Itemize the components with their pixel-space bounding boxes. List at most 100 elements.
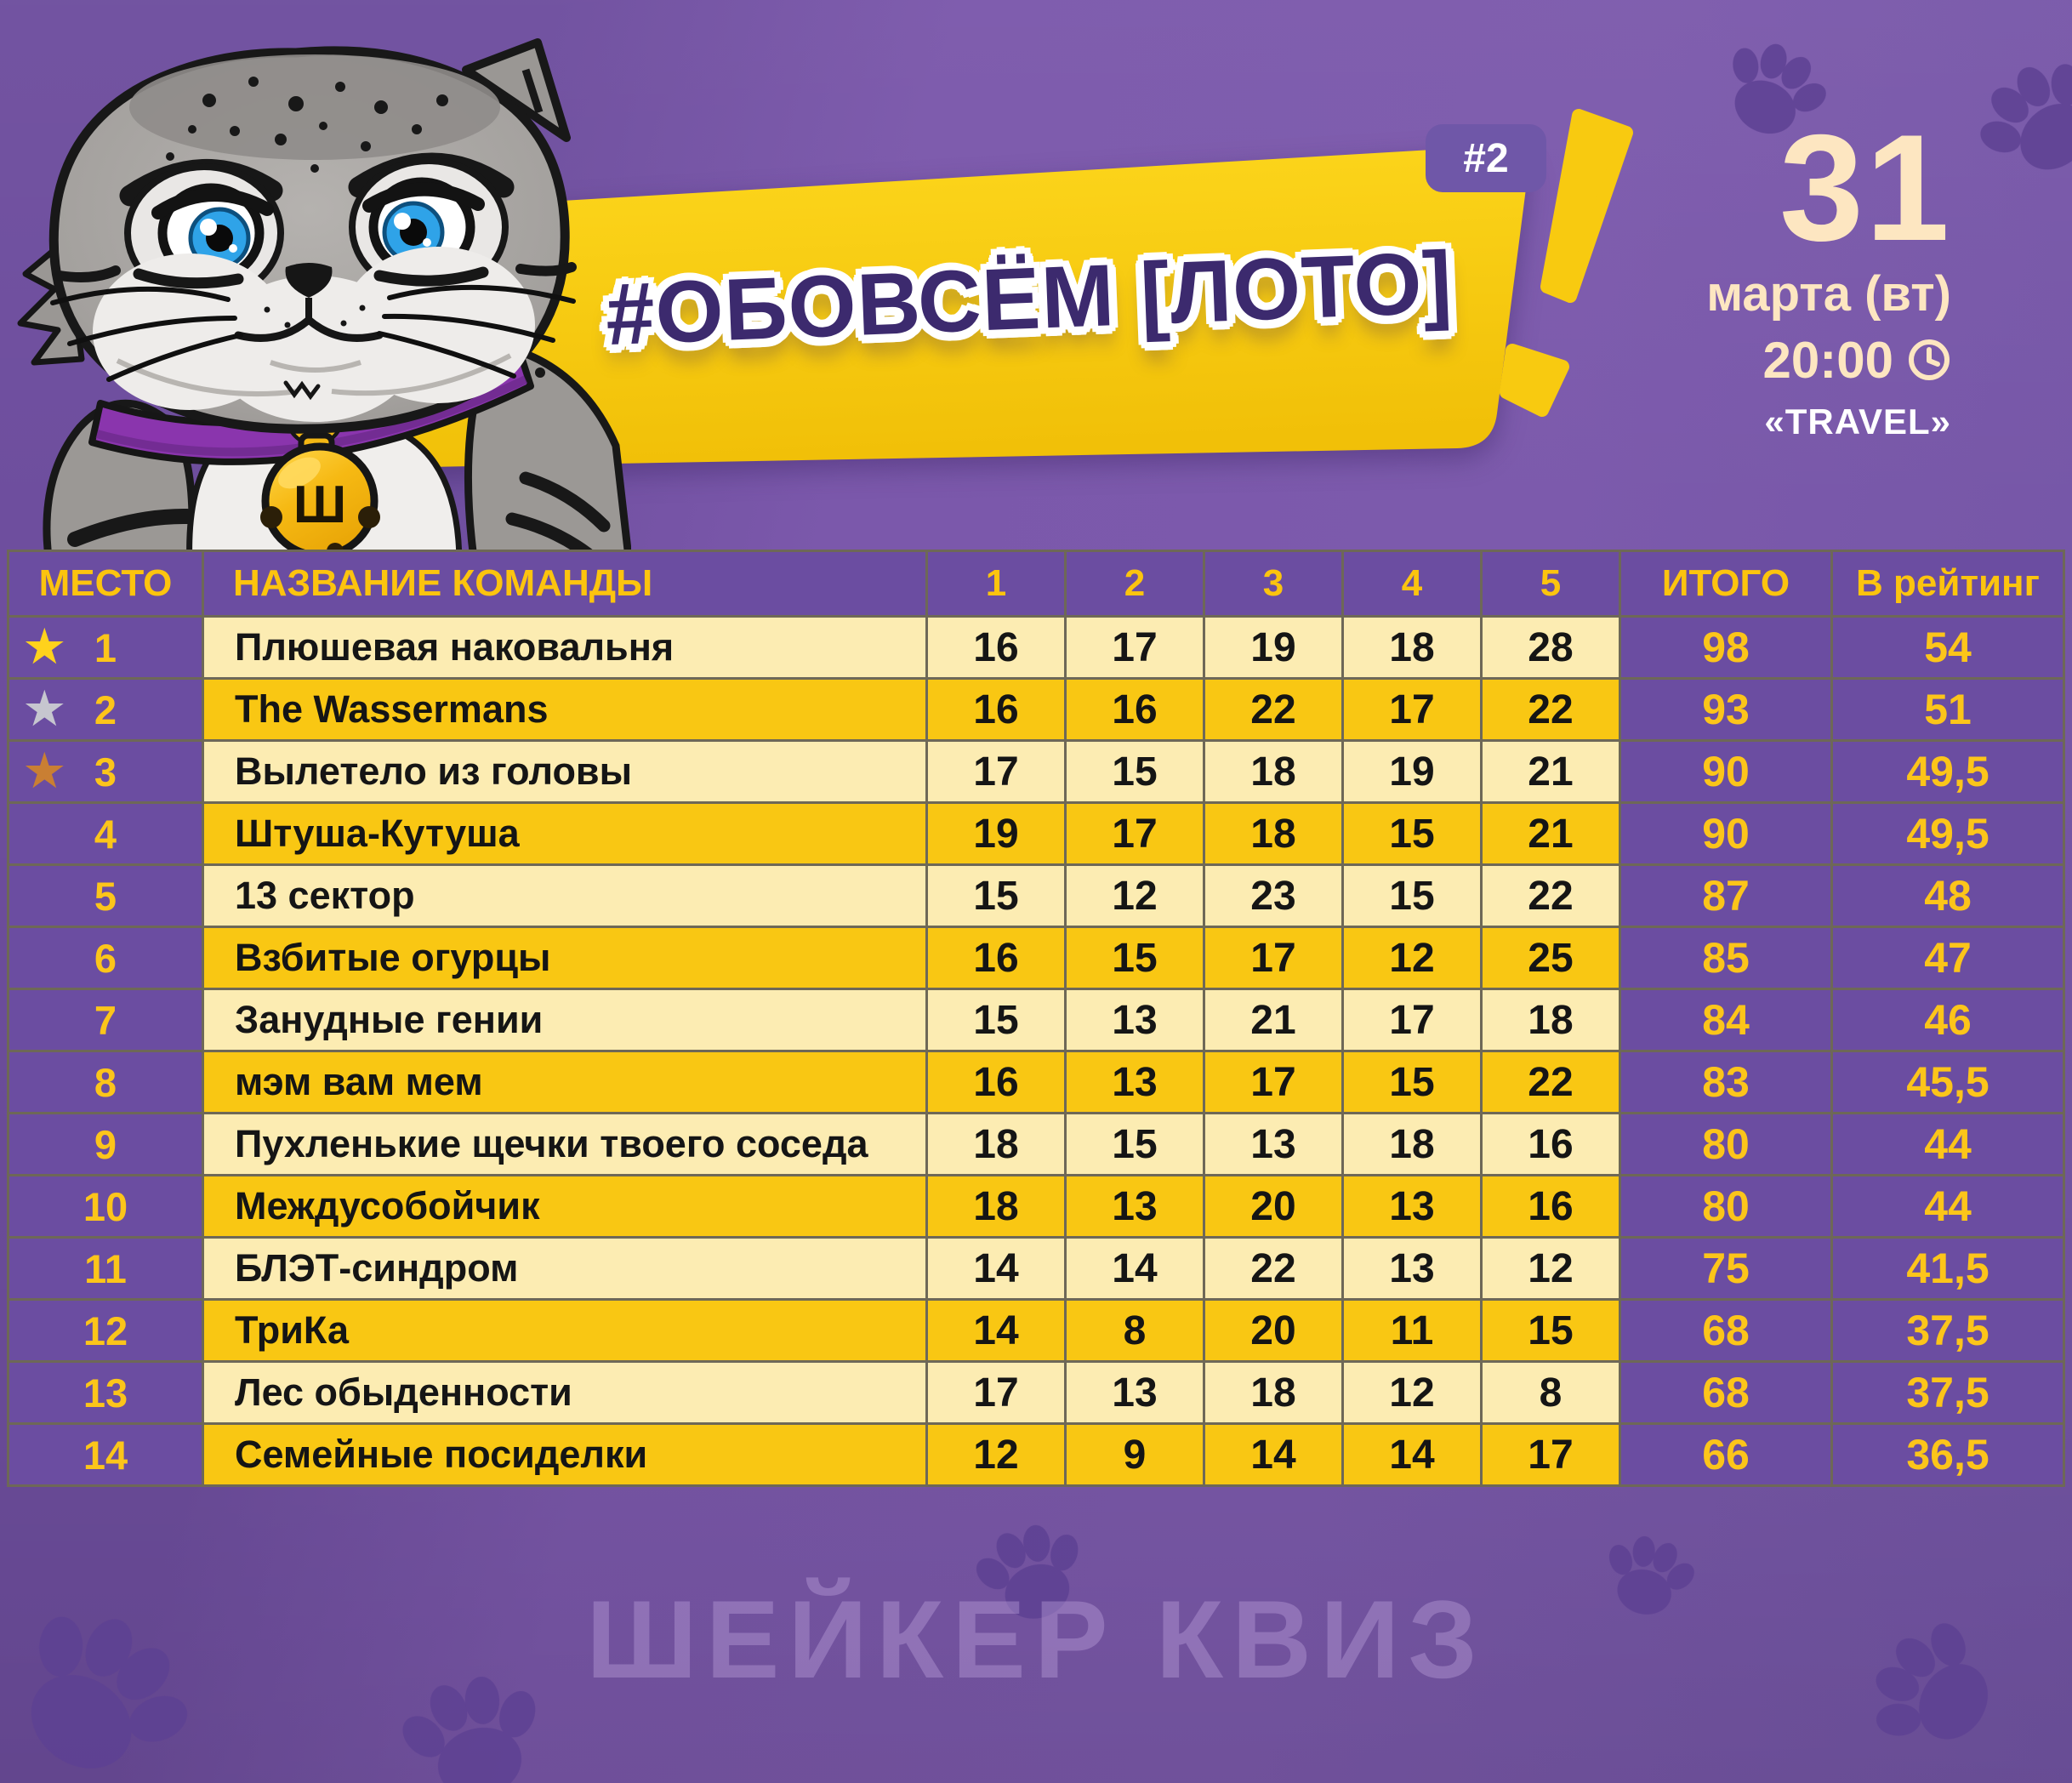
place-number: 11 (84, 1245, 127, 1291)
total-score-cell: 68 (1621, 1363, 1830, 1422)
total-score-cell: 75 (1621, 1239, 1830, 1298)
event-datetime-block: 31 марта (вт) 20:00 «TRAVEL» (1706, 112, 1951, 442)
silver-star-icon: ★ (25, 685, 65, 734)
column-header-place: МЕСТО (9, 552, 202, 615)
round-4-score-cell: 12 (1344, 928, 1480, 988)
round-1-score-cell: 16 (928, 680, 1064, 739)
place-cell: 7 (9, 990, 202, 1050)
place-cell: ★ 2 (9, 680, 202, 739)
place-number: 13 (83, 1370, 128, 1416)
round-4-score-cell: 18 (1344, 1114, 1480, 1174)
team-name-cell: Штуша-Кутуша (204, 804, 925, 863)
round-5-score-cell: 28 (1483, 618, 1619, 677)
round-5-score-cell: 21 (1483, 742, 1619, 801)
column-header-total: ИТОГО (1621, 552, 1830, 615)
brand-watermark: ШЕЙКЕР КВИЗ (586, 1577, 1486, 1701)
round-1-score-cell: 16 (928, 618, 1064, 677)
round-3-score-cell: 18 (1205, 804, 1341, 863)
round-1-score-cell: 17 (928, 742, 1064, 801)
round-5-score-cell: 22 (1483, 680, 1619, 739)
round-2-score-cell: 15 (1067, 928, 1203, 988)
place-cell: 6 (9, 928, 202, 988)
round-1-score-cell: 12 (928, 1425, 1064, 1484)
total-score-cell: 87 (1621, 866, 1830, 926)
round-5-score-cell: 15 (1483, 1301, 1619, 1360)
clock-icon (1909, 339, 1950, 381)
rating-points-cell: 49,5 (1833, 804, 2063, 863)
team-name-cell: Семейные посиделки (204, 1425, 925, 1484)
round-1-score-cell: 18 (928, 1114, 1064, 1174)
round-2-score-cell: 9 (1067, 1425, 1203, 1484)
place-cell: 12 (9, 1301, 202, 1360)
round-5-score-cell: 18 (1483, 990, 1619, 1050)
round-3-score-cell: 20 (1205, 1301, 1341, 1360)
team-name-cell: Вылетело из головы (204, 742, 925, 801)
event-time: 20:00 (1762, 331, 1893, 389)
round-5-score-cell: 16 (1483, 1114, 1619, 1174)
team-name-cell: Плюшевая наковальня (204, 618, 925, 677)
rating-points-cell: 46 (1833, 990, 2063, 1050)
round-2-score-cell: 17 (1067, 618, 1203, 677)
place-cell: 13 (9, 1363, 202, 1422)
rating-points-cell: 49,5 (1833, 742, 2063, 801)
round-1-score-cell: 15 (928, 866, 1064, 926)
team-name-cell: Взбитые огурцы (204, 928, 925, 988)
round-3-score-cell: 13 (1205, 1114, 1341, 1174)
round-3-score-cell: 23 (1205, 866, 1341, 926)
round-2-score-cell: 14 (1067, 1239, 1203, 1298)
round-4-score-cell: 17 (1344, 990, 1480, 1050)
bronze-star-icon: ★ (25, 747, 65, 796)
round-4-score-cell: 13 (1344, 1239, 1480, 1298)
round-5-score-cell: 17 (1483, 1425, 1619, 1484)
place-number: 10 (83, 1183, 128, 1229)
rating-points-cell: 44 (1833, 1114, 2063, 1174)
place-cell: 11 (9, 1239, 202, 1298)
team-name-cell: ТриКа (204, 1301, 925, 1360)
round-3-score-cell: 17 (1205, 1052, 1341, 1112)
round-1-score-cell: 14 (928, 1301, 1064, 1360)
round-4-score-cell: 15 (1344, 804, 1480, 863)
medallion-letter: Ш (293, 476, 346, 534)
team-name-cell: Пухленькие щечки твоего соседа (204, 1114, 925, 1174)
mascot-head (17, 38, 577, 434)
place-number: 9 (94, 1121, 117, 1167)
round-4-score-cell: 13 (1344, 1176, 1480, 1236)
place-number: 7 (94, 997, 117, 1043)
round-4-score-cell: 18 (1344, 618, 1480, 677)
title-banner (381, 145, 1528, 468)
team-name-cell: 13 сектор (204, 866, 925, 926)
round-2-score-cell: 16 (1067, 680, 1203, 739)
round-1-score-cell: 18 (928, 1176, 1064, 1236)
mascot-cat-icon: Ш (17, 38, 631, 565)
round-4-score-cell: 15 (1344, 866, 1480, 926)
column-header-team: НАЗВАНИЕ КОМАНДЫ (204, 552, 925, 615)
round-4-score-cell: 19 (1344, 742, 1480, 801)
round-1-score-cell: 14 (928, 1239, 1064, 1298)
place-number: 12 (83, 1307, 128, 1353)
round-2-score-cell: 8 (1067, 1301, 1203, 1360)
rating-points-cell: 37,5 (1833, 1363, 2063, 1422)
round-1-score-cell: 16 (928, 928, 1064, 988)
team-name-cell: мэм вам мем (204, 1052, 925, 1112)
place-number: 14 (83, 1432, 128, 1478)
round-2-score-cell: 13 (1067, 1176, 1203, 1236)
column-header-round-2: 2 (1067, 552, 1203, 615)
place-cell: 5 (9, 866, 202, 926)
place-number: 4 (94, 811, 117, 857)
round-5-score-cell: 16 (1483, 1176, 1619, 1236)
place-cell: 10 (9, 1176, 202, 1236)
round-5-score-cell: 12 (1483, 1239, 1619, 1298)
total-score-cell: 90 (1621, 742, 1830, 801)
rating-points-cell: 48 (1833, 866, 2063, 926)
place-number: 1 (94, 624, 117, 670)
place-cell: 4 (9, 804, 202, 863)
column-header-round-3: 3 (1205, 552, 1341, 615)
rating-points-cell: 44 (1833, 1176, 2063, 1236)
place-number: 2 (94, 686, 117, 732)
rating-points-cell: 54 (1833, 618, 2063, 677)
round-5-score-cell: 8 (1483, 1363, 1619, 1422)
standings-table: МЕСТО НАЗВАНИЕ КОМАНДЫ 1 2 3 4 5 ИТОГО В… (7, 550, 2065, 1487)
round-3-score-cell: 22 (1205, 1239, 1341, 1298)
round-1-score-cell: 15 (928, 990, 1064, 1050)
rating-points-cell: 37,5 (1833, 1301, 2063, 1360)
